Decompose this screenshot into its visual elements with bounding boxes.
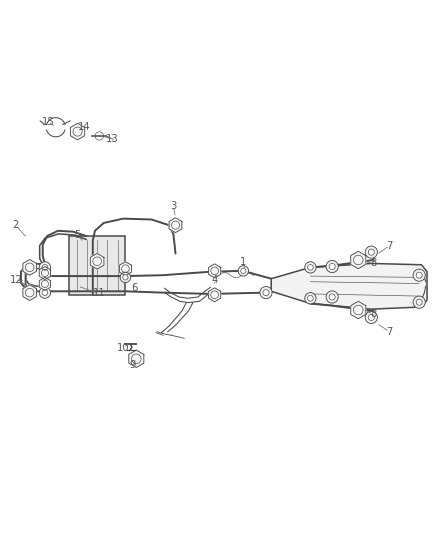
- Text: 6: 6: [131, 283, 138, 293]
- Polygon shape: [120, 262, 131, 276]
- Circle shape: [307, 264, 313, 270]
- Polygon shape: [71, 123, 85, 140]
- Polygon shape: [39, 277, 50, 290]
- Circle shape: [307, 295, 313, 301]
- Circle shape: [413, 269, 425, 281]
- Text: 1: 1: [240, 257, 246, 267]
- Polygon shape: [208, 264, 221, 278]
- Circle shape: [39, 262, 50, 273]
- Circle shape: [329, 294, 335, 300]
- Text: 4: 4: [212, 274, 218, 285]
- Circle shape: [413, 296, 425, 308]
- Circle shape: [368, 314, 374, 320]
- Text: 7: 7: [386, 327, 393, 337]
- Circle shape: [416, 272, 422, 278]
- Text: 12: 12: [10, 276, 23, 286]
- Polygon shape: [351, 301, 366, 319]
- Circle shape: [365, 311, 378, 324]
- Circle shape: [123, 275, 128, 280]
- Circle shape: [241, 268, 246, 273]
- Text: 8: 8: [371, 258, 377, 268]
- Bar: [69, 236, 125, 295]
- Circle shape: [238, 265, 249, 276]
- Text: 15: 15: [42, 117, 55, 126]
- Text: 2: 2: [12, 220, 18, 230]
- Circle shape: [39, 287, 50, 298]
- Polygon shape: [169, 218, 182, 232]
- Polygon shape: [208, 288, 221, 302]
- Circle shape: [42, 264, 48, 270]
- Text: 8: 8: [371, 309, 377, 319]
- Circle shape: [263, 289, 269, 296]
- Circle shape: [416, 299, 422, 305]
- Circle shape: [305, 262, 316, 273]
- Polygon shape: [90, 254, 104, 269]
- Circle shape: [42, 290, 48, 295]
- Circle shape: [326, 261, 338, 272]
- Polygon shape: [351, 251, 366, 269]
- Text: 11: 11: [93, 288, 106, 298]
- Polygon shape: [271, 263, 427, 309]
- Text: 14: 14: [78, 122, 90, 132]
- Circle shape: [120, 272, 131, 282]
- Circle shape: [365, 246, 378, 258]
- Polygon shape: [129, 350, 144, 367]
- Text: 10: 10: [117, 343, 130, 353]
- Text: 3: 3: [170, 200, 177, 211]
- Circle shape: [329, 263, 335, 270]
- Circle shape: [368, 249, 374, 255]
- Polygon shape: [23, 260, 36, 275]
- Polygon shape: [23, 285, 36, 301]
- Circle shape: [326, 291, 338, 303]
- Circle shape: [260, 287, 272, 298]
- Text: 7: 7: [386, 240, 393, 251]
- Text: 5: 5: [74, 230, 81, 240]
- Text: 9: 9: [130, 360, 136, 370]
- Text: 13: 13: [106, 134, 119, 144]
- Polygon shape: [39, 266, 50, 279]
- Circle shape: [305, 293, 316, 304]
